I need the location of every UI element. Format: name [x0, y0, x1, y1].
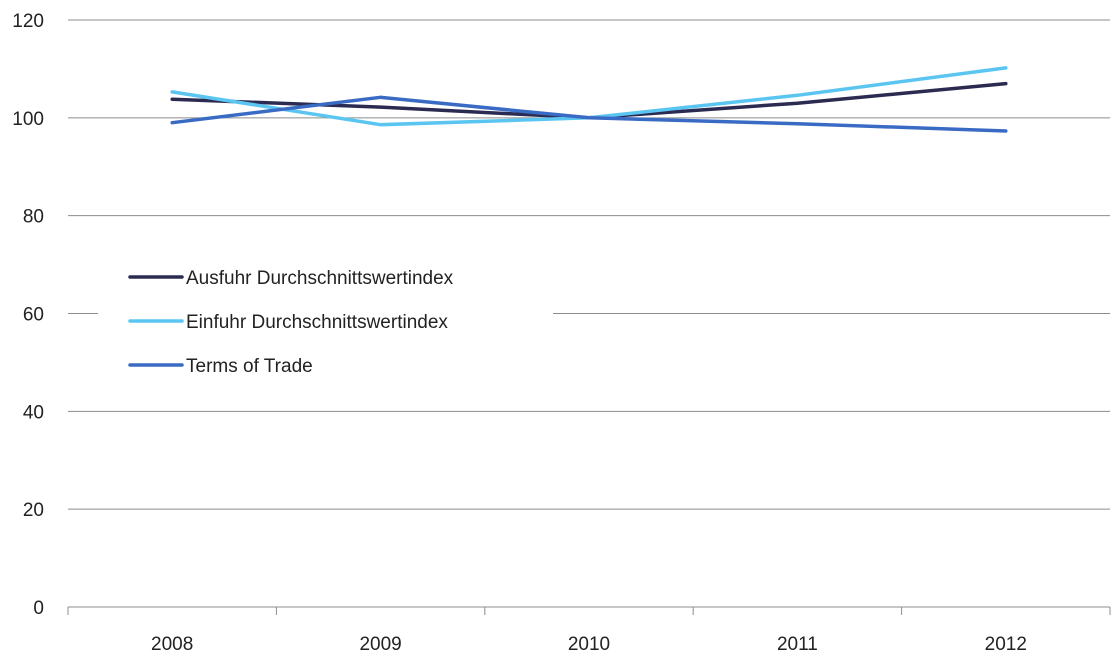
y-tick-label: 60: [23, 305, 44, 326]
legend-item-terms-of-trade: Terms of Trade: [128, 356, 313, 377]
legend-label: Einfuhr Durchschnittswertindex: [186, 312, 448, 333]
y-tick-label: 80: [23, 207, 44, 228]
x-tick-label: 2010: [568, 634, 610, 655]
y-tick-label: 100: [12, 109, 44, 130]
y-tick-label: 0: [33, 598, 44, 619]
x-tick-label: 2011: [777, 634, 818, 655]
x-tick-label: 2012: [985, 634, 1027, 655]
y-tick-label: 20: [23, 500, 44, 521]
legend-label: Terms of Trade: [186, 356, 313, 377]
x-axis: [67, 606, 1111, 615]
legend-item-einfuhr-durchschnittswertindex: Einfuhr Durchschnittswertindex: [128, 312, 448, 333]
x-tick-label: 2008: [151, 634, 193, 655]
series-lines: [170, 66, 1008, 133]
legend: Ausfuhr Durchschnittswertindex Einfuhr Du…: [128, 268, 454, 377]
y-tick-labels: 0 20 40 60 80 100 120: [12, 11, 44, 619]
x-tick-labels: 2008 2009 2010 2011 2012: [151, 634, 1027, 655]
y-tick-label: 120: [12, 11, 44, 32]
y-tick-label: 40: [23, 402, 44, 423]
legend-label: Ausfuhr Durchschnittswertindex: [186, 268, 454, 289]
legend-item-ausfuhr-durchschnittswertindex: Ausfuhr Durchschnittswertindex: [128, 268, 454, 289]
series-line-terms-of-trade: [170, 95, 1008, 133]
x-tick-label: 2009: [359, 634, 401, 655]
